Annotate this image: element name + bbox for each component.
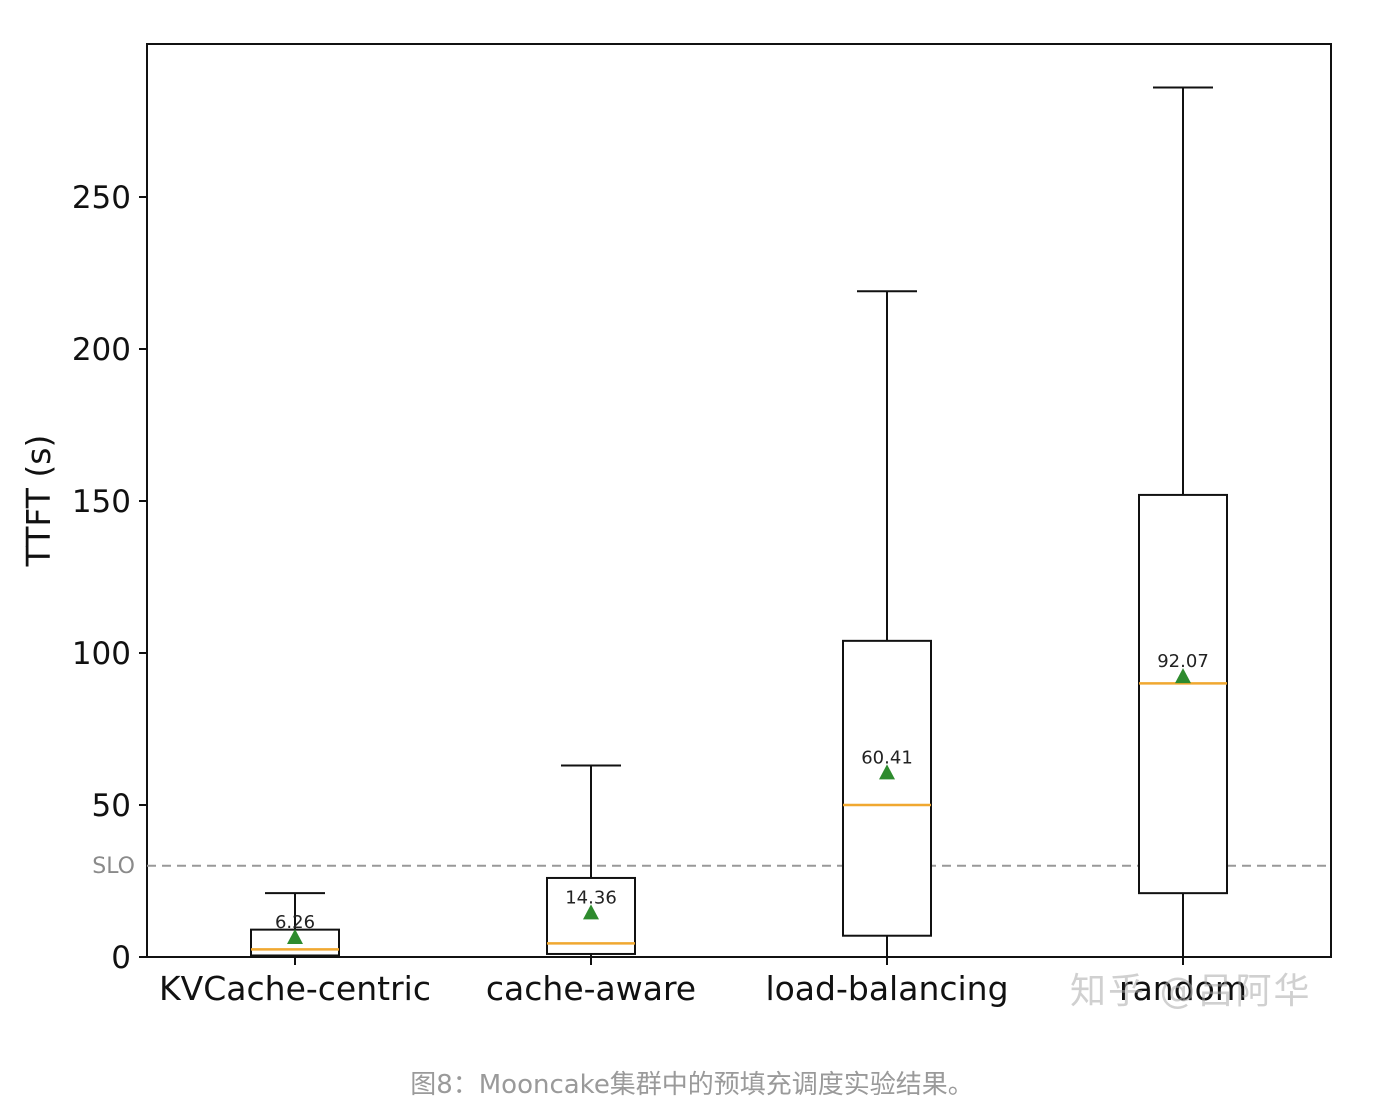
y-axis-label: TTFT (s) — [19, 435, 58, 568]
y-tick-label: 0 — [111, 940, 131, 976]
mean-label: 92.07 — [1157, 651, 1209, 672]
chart-canvas: 0 50 100 150 200 250 TTFT (s) SLO KVCache-centri… — [19, 43, 1332, 1008]
mean-marker — [583, 904, 599, 920]
y-tick-label: 50 — [92, 788, 131, 824]
box — [1138, 493, 1228, 895]
x-tick-label: KVCache-centric — [159, 969, 431, 1008]
mean-marker — [879, 764, 895, 780]
y-tick-label: 250 — [72, 180, 131, 216]
y-tick-label: 200 — [72, 332, 131, 368]
slo-label: SLO — [92, 854, 135, 879]
x-tick-label: cache-aware — [486, 969, 696, 1008]
mean-marker — [1175, 668, 1191, 684]
x-tick-label: random — [1119, 969, 1247, 1008]
box-plot-chart: 0 50 100 150 200 250 TTFT (s) SLO KVCache-centri… — [19, 43, 1332, 1008]
mean-label: 14.36 — [565, 887, 617, 908]
x-tick-label: load-balancing — [765, 969, 1008, 1008]
mean-label: 6.26 — [275, 912, 315, 933]
figure-caption: 图8：Mooncake集群中的预填充调度实验结果。 — [410, 1070, 974, 1100]
y-tick-label: 100 — [72, 636, 131, 672]
y-tick-label: 150 — [72, 484, 131, 520]
box — [842, 639, 932, 937]
mean-marker — [287, 928, 303, 944]
mean-label: 60.41 — [861, 747, 913, 768]
watermark-text: 知乎 @吕阿华 — [1070, 971, 1312, 1012]
